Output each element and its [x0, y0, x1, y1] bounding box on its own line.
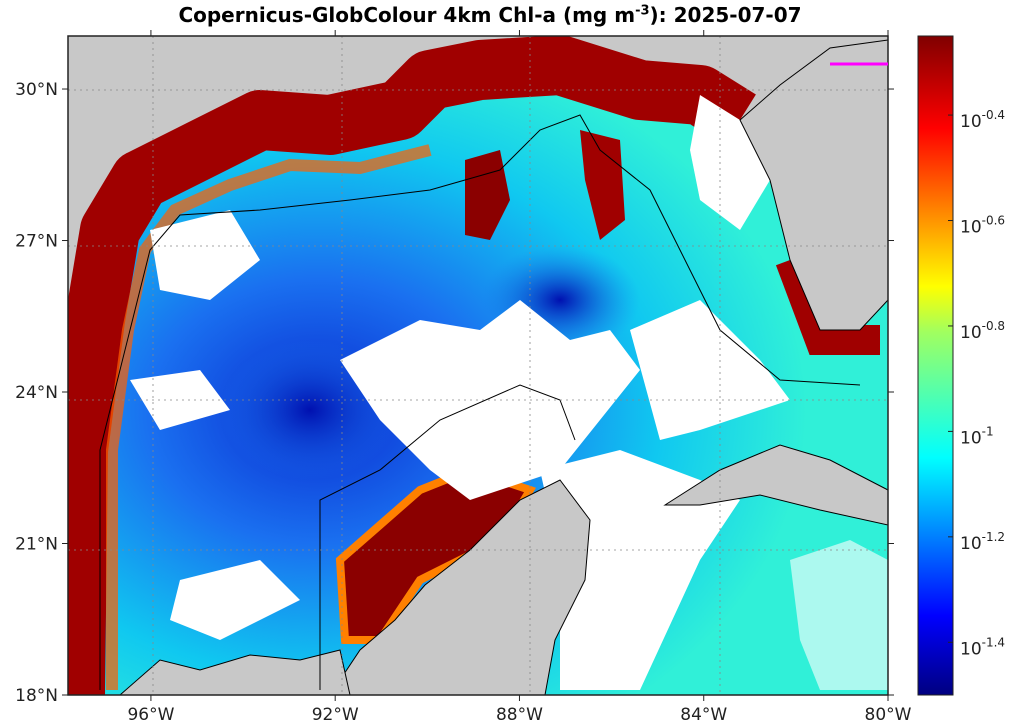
colorbar-tick-label: 10-1.4	[960, 635, 1005, 659]
colorbar-tick-label: 10-0.4	[960, 108, 1005, 132]
lon-label: 80°W	[865, 705, 912, 725]
coastal-gradient	[106, 144, 432, 690]
lon-label: 84°W	[680, 705, 727, 725]
colorbar-tick-label: 10-0.6	[960, 214, 1005, 238]
tick-exponent: -0.8	[982, 319, 1005, 333]
map-frame	[67, 35, 889, 696]
mississippi-plume	[465, 150, 510, 240]
colorbar-tick-label: 10-1.2	[960, 530, 1005, 554]
tick-base: 10	[960, 112, 982, 132]
colorbar	[917, 35, 954, 696]
title-date: ): 2025-07-07	[649, 3, 802, 27]
lon-label: 88°W	[496, 705, 543, 725]
tick-base: 10	[960, 639, 982, 659]
lon-label: 92°W	[312, 705, 359, 725]
tick-exponent: -1.4	[982, 635, 1005, 649]
coastal-bloom	[68, 36, 756, 695]
colorbar-ticks: 10-0.410-0.610-0.810-110-1.210-1.4	[948, 108, 1005, 659]
lat-label: 24°N	[15, 383, 58, 403]
tick-exponent: -0.6	[982, 214, 1005, 228]
florida-land	[739, 39, 888, 331]
plume	[580, 130, 625, 240]
tick-base: 10	[960, 323, 982, 343]
lat-label: 21°N	[15, 535, 58, 555]
graticule	[68, 36, 888, 695]
tick-exponent: -1.2	[982, 530, 1005, 544]
lat-label: 18°N	[15, 686, 58, 706]
lat-label: 30°N	[15, 80, 58, 100]
title-text: Copernicus-GlobColour 4km Chl-a (mg m	[178, 3, 636, 27]
tick-exponent: -0.4	[982, 108, 1005, 122]
tick-base: 10	[960, 428, 982, 448]
cuba-land	[663, 444, 888, 526]
tick-exponent: -1	[982, 424, 994, 438]
colorbar-tick-label: 10-0.8	[960, 319, 1005, 343]
cloud-mask	[130, 95, 888, 690]
map-title: Copernicus-GlobColour 4km Chl-a (mg m-3)…	[0, 3, 980, 27]
latitude-labels: 30°N 27°N 24°N 21°N 18°N	[15, 80, 894, 706]
lon-label: 96°W	[127, 705, 174, 725]
yucatan-land	[329, 479, 591, 695]
colorbar-tick-label: 10-1	[960, 424, 994, 448]
lat-label: 27°N	[15, 232, 58, 252]
tick-base: 10	[960, 218, 982, 238]
longitude-labels: 96°W 92°W 88°W 84°W 80°W	[127, 30, 912, 725]
mexico-south-land	[68, 649, 351, 695]
title-superscript: -3	[635, 3, 650, 19]
tick-base: 10	[960, 534, 982, 554]
florida-bloom	[775, 254, 880, 355]
